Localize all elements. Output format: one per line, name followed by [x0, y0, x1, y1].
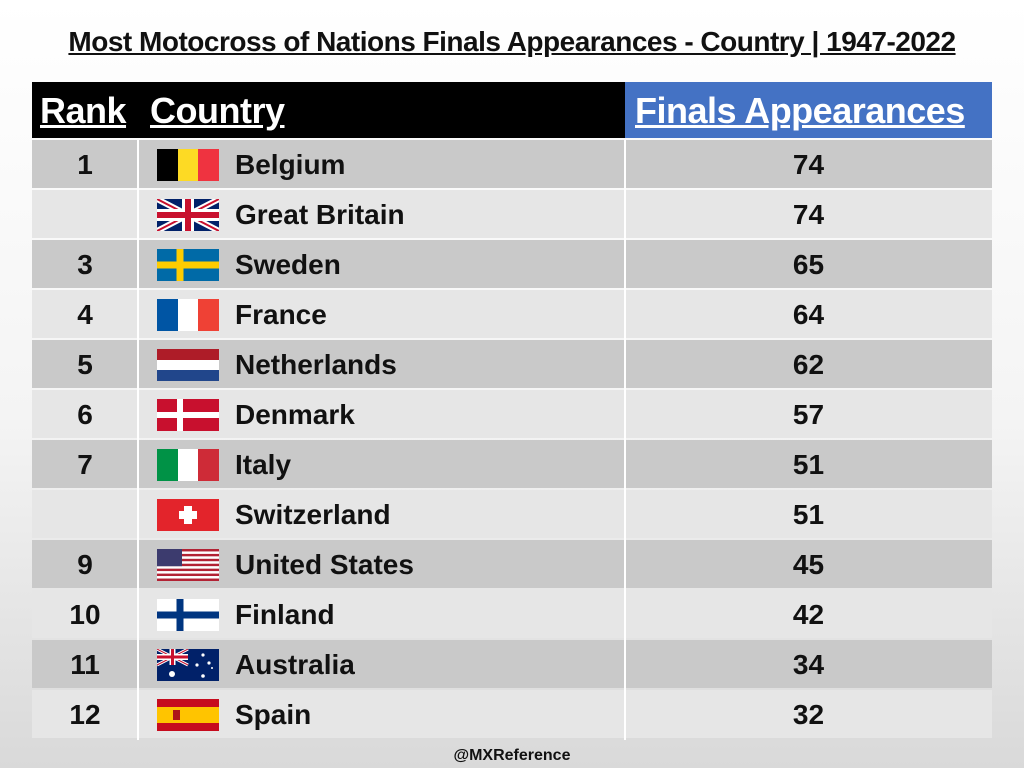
column-separator — [137, 390, 139, 440]
appearances-cell: 34 — [792, 649, 825, 680]
appearances-cell: 74 — [792, 199, 825, 230]
appearances-cell: 51 — [792, 499, 825, 530]
header-appearances: Finals Appearances — [625, 82, 992, 138]
rank-cell: 9 — [77, 549, 93, 580]
title: Most Motocross of Nations Finals Appeara… — [68, 26, 956, 57]
country-cell: United States — [235, 549, 414, 580]
header-rank: Rank — [32, 82, 138, 138]
rank-cell: 10 — [69, 599, 101, 630]
flag-icon — [157, 399, 219, 431]
table-row: Great Britain 74 — [32, 190, 992, 240]
rank-cell: 6 — [77, 399, 93, 430]
country-cell: Denmark — [235, 399, 355, 430]
table-row: 10 Finland 42 — [32, 590, 992, 640]
column-separator — [624, 140, 626, 190]
country-cell: Great Britain — [235, 199, 405, 230]
table-row: 1 Belgium 74 — [32, 140, 992, 190]
country-cell: Finland — [235, 599, 335, 630]
column-separator — [624, 540, 626, 590]
column-separator — [624, 690, 626, 740]
column-separator — [137, 190, 139, 240]
column-separator — [137, 440, 139, 490]
table-row: 12 Spain 32 — [32, 690, 992, 740]
flag-icon — [157, 149, 219, 181]
column-separator — [137, 590, 139, 640]
column-separator — [624, 590, 626, 640]
table-row: 5 Netherlands 62 — [32, 340, 992, 390]
column-separator — [137, 340, 139, 390]
country-cell: France — [235, 299, 327, 330]
column-separator — [137, 290, 139, 340]
column-separator — [624, 640, 626, 690]
rank-cell: 11 — [70, 649, 100, 680]
table-row: Switzerland 51 — [32, 490, 992, 540]
flag-icon — [157, 349, 219, 381]
column-separator — [137, 490, 139, 540]
flag-icon — [157, 599, 219, 631]
column-separator — [624, 190, 626, 240]
flag-icon — [157, 449, 219, 481]
appearances-cell: 32 — [792, 699, 825, 730]
rank-cell: 12 — [69, 699, 101, 730]
column-separator — [624, 240, 626, 290]
country-cell: Italy — [235, 449, 292, 480]
rank-cell: 7 — [77, 449, 93, 480]
flag-icon — [157, 199, 219, 231]
appearances-cell: 62 — [792, 349, 825, 380]
table-row: 9 United States 45 — [32, 540, 992, 590]
country-cell: Switzerland — [235, 499, 391, 530]
appearances-cell: 51 — [792, 449, 825, 480]
table-row: 3 Sweden 65 — [32, 240, 992, 290]
column-separator — [624, 490, 626, 540]
country-cell: Belgium — [235, 149, 346, 180]
flag-icon — [157, 299, 219, 331]
flag-icon — [157, 699, 219, 731]
rank-cell: 5 — [77, 349, 93, 380]
column-separator — [137, 240, 139, 290]
table-row: 7 Italy 51 — [32, 440, 992, 490]
flag-icon — [157, 549, 219, 581]
flag-icon — [157, 249, 219, 281]
appearances-cell: 74 — [792, 149, 825, 180]
appearances-cell: 65 — [792, 249, 825, 280]
flag-icon — [157, 499, 219, 531]
table-row: 11 Australia 34 — [32, 640, 992, 690]
column-separator — [137, 690, 139, 740]
rank-cell — [32, 490, 138, 538]
column-separator — [137, 140, 139, 190]
appearances-cell: 64 — [792, 299, 825, 330]
flag-icon — [157, 649, 219, 681]
rank-cell: 4 — [77, 299, 93, 330]
rank-cell: 3 — [77, 249, 93, 280]
footer: @MXReference — [453, 747, 571, 764]
column-separator — [624, 290, 626, 340]
column-separator — [137, 640, 139, 690]
table-row: 4 France 64 — [32, 290, 992, 340]
table-row: 6 Denmark 57 — [32, 390, 992, 440]
appearances-cell: 45 — [792, 549, 825, 580]
column-separator — [624, 340, 626, 390]
header-country: Country — [138, 82, 625, 138]
rank-cell — [32, 190, 138, 238]
column-separator — [624, 440, 626, 490]
column-separator — [137, 540, 139, 590]
country-cell: Australia — [235, 649, 355, 680]
country-cell: Netherlands — [235, 349, 397, 380]
country-cell: Spain — [235, 699, 312, 730]
column-separator — [624, 390, 626, 440]
rank-cell: 1 — [77, 149, 93, 180]
appearances-cell: 42 — [792, 599, 825, 630]
country-cell: Sweden — [235, 249, 341, 280]
appearances-cell: 57 — [792, 399, 825, 430]
